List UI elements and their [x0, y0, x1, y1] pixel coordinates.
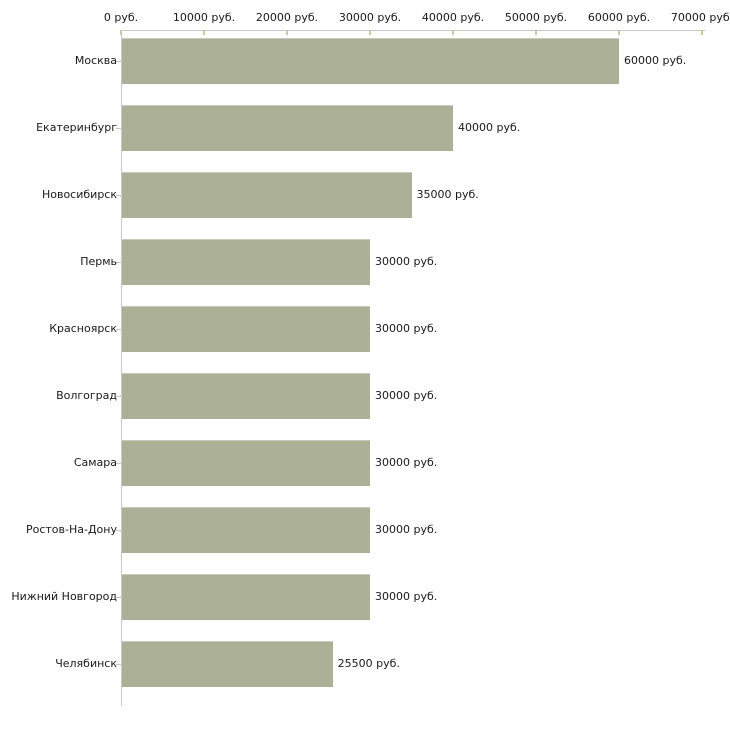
value-label: 35000 руб.: [416, 188, 479, 201]
x-axis-tick: [286, 30, 288, 35]
category-label: Красноярск: [49, 322, 117, 335]
value-label: 30000 руб.: [375, 523, 438, 536]
category-label: Нижний Новгород: [11, 590, 117, 603]
x-axis-tick: [452, 30, 454, 35]
y-axis-tick: [116, 195, 121, 196]
x-axis-tick-label: 60000 руб.: [587, 11, 651, 24]
x-axis-tick: [701, 30, 703, 35]
y-axis-tick: [116, 463, 121, 464]
category-label: Ростов-На-Дону: [25, 523, 117, 536]
bar: [122, 239, 370, 285]
bar: [122, 105, 453, 151]
category-label: Новосибирск: [41, 188, 117, 201]
y-axis-tick: [116, 664, 121, 665]
x-axis-line: [121, 30, 705, 31]
category-label: Екатеринбург: [36, 121, 117, 134]
category-label: Челябинск: [55, 657, 117, 670]
y-axis-tick: [116, 396, 121, 397]
y-axis-tick: [116, 530, 121, 531]
x-axis-tick-label: 0 руб.: [103, 11, 139, 24]
y-axis-tick: [116, 262, 121, 263]
category-label: Самара: [73, 456, 117, 469]
y-axis-tick: [116, 597, 121, 598]
x-axis-tick-label: 10000 руб.: [172, 11, 236, 24]
x-axis-tick: [203, 30, 205, 35]
x-axis-tick-label: 30000 руб.: [338, 11, 402, 24]
category-label: Пермь: [80, 255, 117, 268]
bar: [122, 172, 412, 218]
y-axis-tick: [116, 61, 121, 62]
x-axis-tick: [535, 30, 537, 35]
x-axis-tick: [618, 30, 620, 35]
x-axis-tick-label: 50000 руб.: [504, 11, 568, 24]
x-axis-tick: [369, 30, 371, 35]
category-label: Москва: [74, 54, 117, 67]
x-axis-tick: [120, 30, 122, 35]
x-axis-tick-label: 40000 руб.: [421, 11, 485, 24]
y-axis-tick: [116, 128, 121, 129]
bar: [122, 373, 370, 419]
value-label: 25500 руб.: [337, 657, 400, 670]
bar: [122, 440, 370, 486]
y-axis-tick: [116, 329, 121, 330]
bar: [122, 38, 619, 84]
value-label: 40000 руб.: [458, 121, 521, 134]
value-label: 30000 руб.: [375, 255, 438, 268]
bar: [122, 306, 370, 352]
category-label: Волгоград: [56, 389, 117, 402]
bar: [122, 574, 370, 620]
x-axis-tick-label: 20000 руб.: [255, 11, 319, 24]
bar: [122, 641, 333, 687]
value-label: 30000 руб.: [375, 456, 438, 469]
value-label: 30000 руб.: [375, 389, 438, 402]
y-axis-line: [121, 30, 122, 706]
x-axis-tick-label: 70000 руб.: [670, 11, 730, 24]
value-label: 30000 руб.: [375, 322, 438, 335]
bar: [122, 507, 370, 553]
value-label: 30000 руб.: [375, 590, 438, 603]
value-label: 60000 руб.: [624, 54, 687, 67]
